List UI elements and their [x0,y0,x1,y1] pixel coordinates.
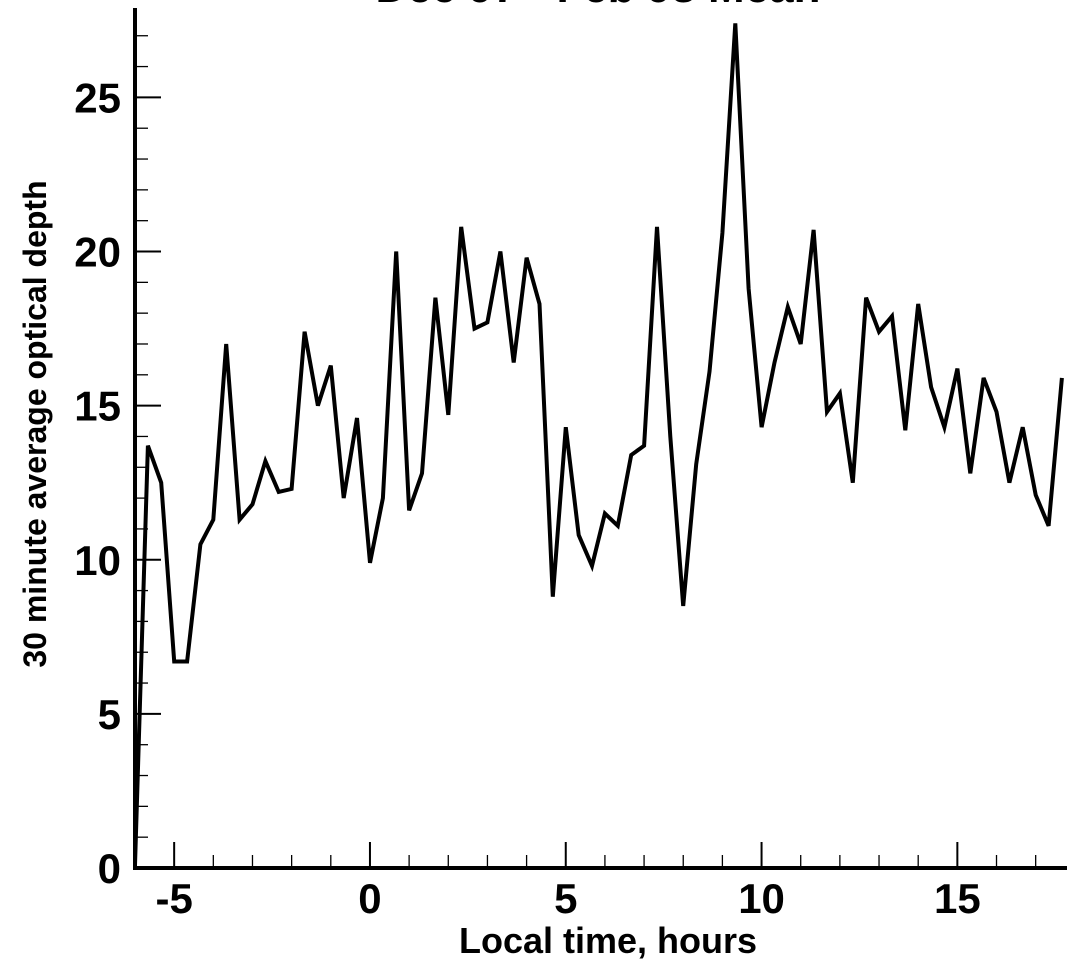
y-tick-label: 15 [74,383,121,430]
x-tick-label: 15 [934,875,981,922]
series-line [133,23,1064,865]
axes: 0 5 10 15 20 25 -5 0 5 10 15 [74,8,1067,922]
x-tick-label: 0 [358,875,381,922]
y-tick-label: 25 [74,74,121,121]
y-tick-label: 5 [98,691,121,738]
y-tick-label: 20 [74,229,121,276]
x-tick-label: 5 [554,875,577,922]
y-tick-label: 0 [98,845,121,892]
series-layer [133,23,1064,865]
y-axis-label: 30 minute average optical depth [17,180,53,667]
labels: Dec 97 - Feb 98 Mean Local time, hours 3… [17,0,821,961]
x-tick-label: -5 [155,875,192,922]
y-tick-label: 10 [74,537,121,584]
chart-title: Dec 97 - Feb 98 Mean [375,0,820,12]
x-axis-label: Local time, hours [459,920,757,961]
x-tick-label: 10 [738,875,785,922]
